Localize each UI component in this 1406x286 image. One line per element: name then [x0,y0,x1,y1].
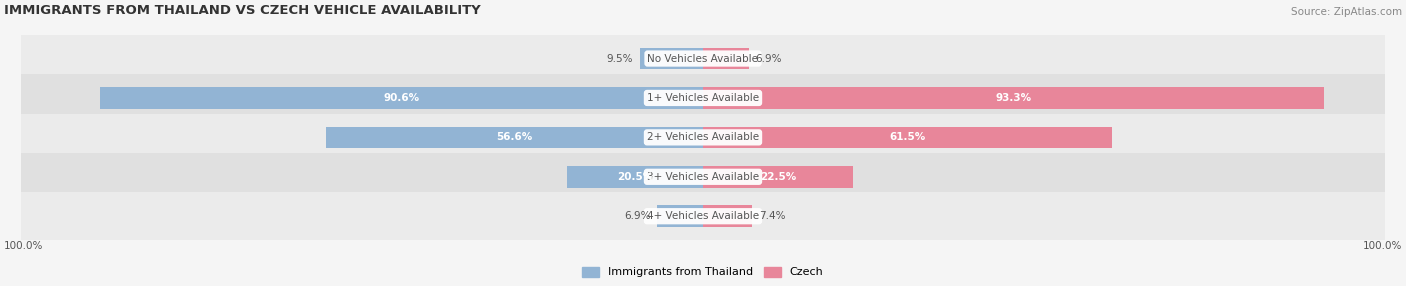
Text: 100.0%: 100.0% [1362,241,1402,251]
Bar [21,35,1385,82]
Bar [100,87,703,109]
Bar [703,205,752,227]
Text: 61.5%: 61.5% [890,132,925,142]
Text: 90.6%: 90.6% [384,93,419,103]
Text: 100.0%: 100.0% [4,241,44,251]
Bar [21,74,1385,122]
Bar [703,166,853,188]
Bar [703,48,749,69]
Text: 1+ Vehicles Available: 1+ Vehicles Available [647,93,759,103]
Text: IMMIGRANTS FROM THAILAND VS CZECH VEHICLE AVAILABILITY: IMMIGRANTS FROM THAILAND VS CZECH VEHICL… [4,4,481,17]
Bar [21,114,1385,161]
Text: 7.4%: 7.4% [759,211,786,221]
Bar [703,126,1112,148]
Text: 4+ Vehicles Available: 4+ Vehicles Available [647,211,759,221]
Text: 2+ Vehicles Available: 2+ Vehicles Available [647,132,759,142]
Bar [567,166,703,188]
Text: 56.6%: 56.6% [496,132,533,142]
Text: 93.3%: 93.3% [995,93,1032,103]
Bar [640,48,703,69]
Bar [21,153,1385,201]
Text: 22.5%: 22.5% [759,172,796,182]
Bar [21,192,1385,240]
Text: 3+ Vehicles Available: 3+ Vehicles Available [647,172,759,182]
Text: No Vehicles Available: No Vehicles Available [648,53,758,63]
Bar [326,126,703,148]
Text: Source: ZipAtlas.com: Source: ZipAtlas.com [1291,7,1402,17]
Bar [657,205,703,227]
Text: 9.5%: 9.5% [606,53,633,63]
Bar [703,87,1324,109]
Text: 6.9%: 6.9% [755,53,782,63]
Text: 6.9%: 6.9% [624,211,651,221]
Legend: Immigrants from Thailand, Czech: Immigrants from Thailand, Czech [578,262,828,282]
Text: 20.5%: 20.5% [617,172,652,182]
